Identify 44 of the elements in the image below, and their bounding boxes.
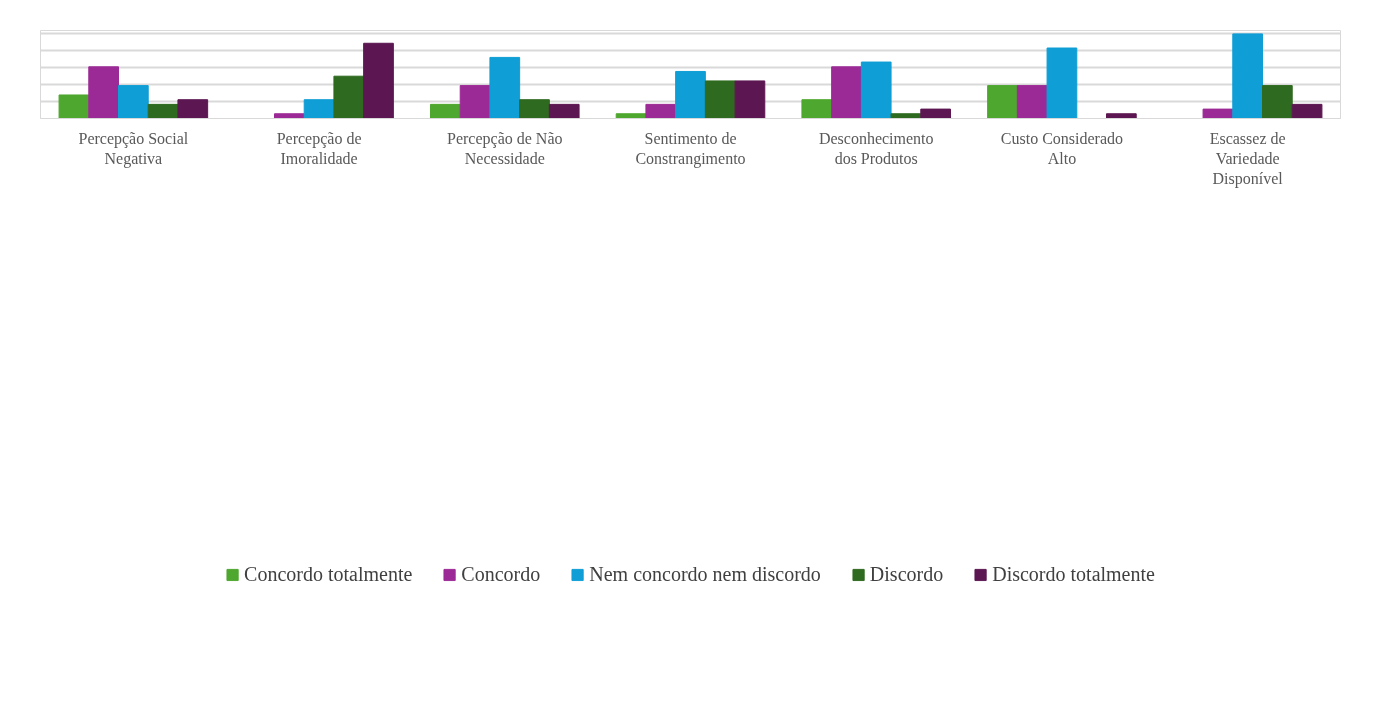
bar [489,56,521,119]
bar [831,66,862,119]
x-tick-label: Percepção Social Negativa [78,129,189,168]
bar [1262,85,1293,119]
bar [704,80,736,119]
x-tick-label: Sentimento de Constrangimento [635,129,746,168]
x-tick-label: Custo Considerado Alto [1000,129,1124,167]
legend-label: Discordo [869,562,944,586]
bar [920,108,951,119]
bar [147,103,179,119]
bar [118,85,149,119]
bar [1202,108,1234,119]
bar [58,94,90,119]
bar [1046,47,1078,119]
bar [363,42,394,119]
legend-label: Concordo totalmente [244,562,413,586]
bar [88,66,119,119]
bar [548,103,580,119]
bar [459,85,491,119]
bar [890,113,922,119]
bar [1291,103,1323,119]
bar [615,113,647,119]
bar [987,85,1018,119]
legend-label: Concordo [461,562,541,586]
legend-label: Discordo totalmente [992,562,1155,586]
x-tick-label: Percepção de Imoralidade [276,129,362,167]
bar [177,99,209,119]
bar [801,99,833,119]
bar [1106,113,1137,119]
x-tick-label: Percepção de Não Necessidade [447,129,563,167]
bar [734,80,766,119]
x-tick-label: Escassez de Variedade Disponível [1209,129,1286,189]
x-tick-label: Desconhecimento dos Produtos [818,129,934,167]
bar [274,113,305,119]
bar [860,61,892,119]
bar [519,99,550,119]
bar [303,99,335,119]
legend-label: Nem concordo nem discordo [589,562,821,586]
bar [1232,33,1263,119]
bar [430,103,461,119]
bar [675,70,706,119]
bar [1016,85,1048,119]
bar [645,103,677,119]
bar [333,75,365,119]
